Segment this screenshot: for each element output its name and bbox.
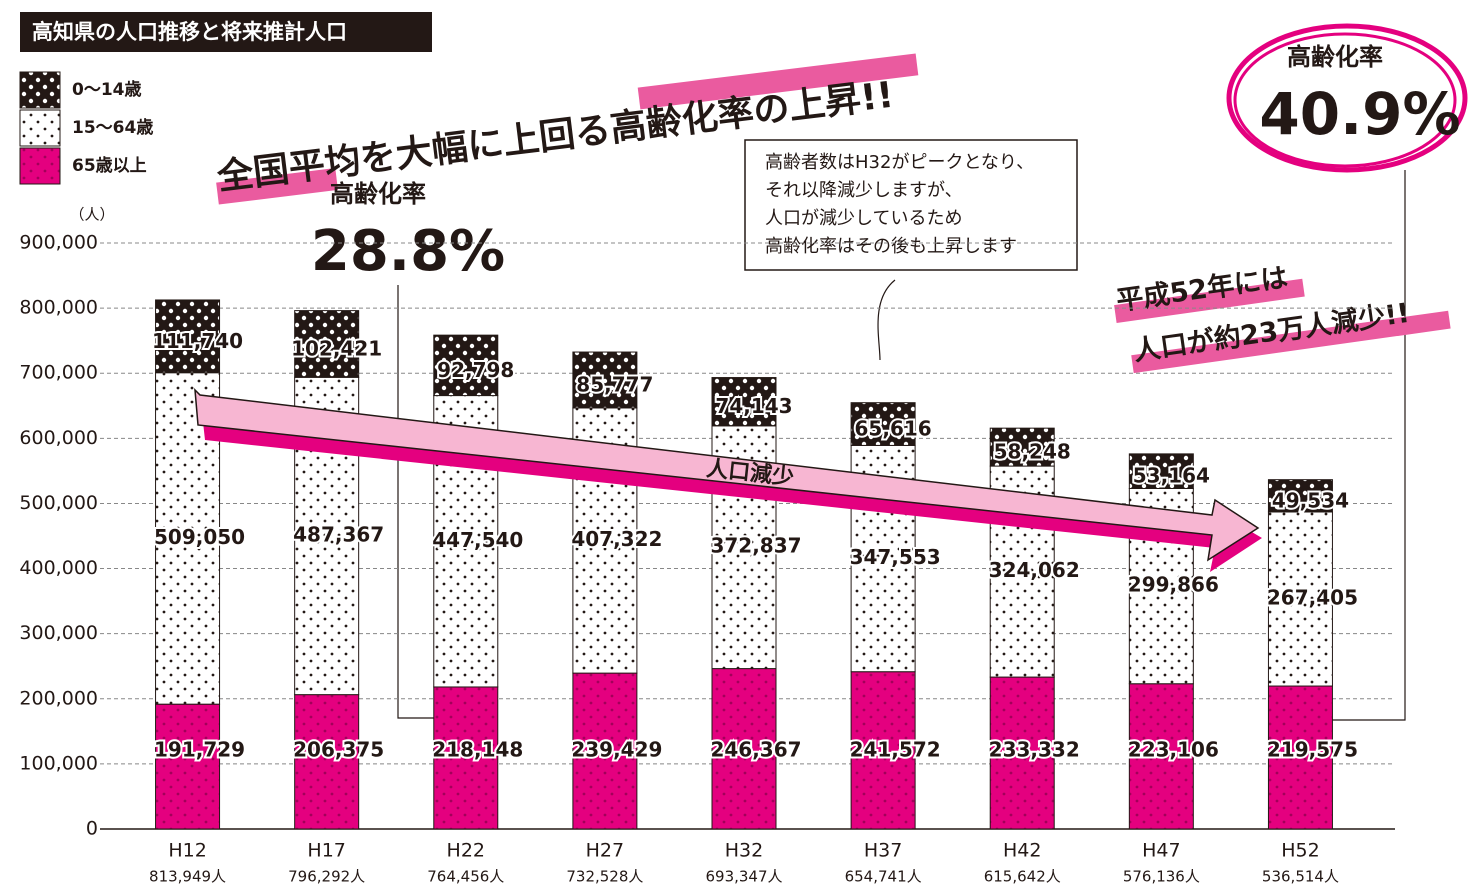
total-label: 693,347人 <box>705 868 782 886</box>
ratio-value: 28.8% <box>311 219 505 284</box>
value-label: 241,572 <box>850 737 941 761</box>
y-tick-label: 600,000 <box>19 427 98 449</box>
value-label: 233,332 <box>989 737 1080 761</box>
value-label: 206,375 <box>293 737 384 761</box>
callout-group: 平成52年には 人口が約23万人減少!! <box>1111 240 1450 375</box>
value-label: 58,248 <box>994 440 1071 464</box>
note-pointer <box>878 280 895 360</box>
note-line: 高齢者数はH32がピークとなり、 <box>765 152 1034 173</box>
value-label: 74,143 <box>715 394 792 418</box>
total-label: 732,528人 <box>566 868 643 886</box>
value-label: 191,729 <box>154 737 245 761</box>
legend-label: 65歳以上 <box>72 155 147 176</box>
y-tick-label: 700,000 <box>19 362 98 384</box>
ratio-label: 高齢化率 <box>1287 43 1383 71</box>
total-label: 576,136人 <box>1123 868 1200 886</box>
x-tick-label: H12 <box>168 840 206 862</box>
chart-title: 高知県の人口推移と将来推計人口 <box>32 20 347 44</box>
legend-swatch <box>20 110 60 146</box>
y-tick-label: 200,000 <box>19 687 98 709</box>
x-tick-label: H52 <box>1281 840 1319 862</box>
value-label: 102,421 <box>291 336 382 360</box>
value-label: 219,575 <box>1267 737 1358 761</box>
value-label: 324,062 <box>989 558 1080 582</box>
x-tick-label: H37 <box>864 840 902 862</box>
value-label: 85,777 <box>576 372 653 396</box>
y-tick-label: 500,000 <box>19 492 98 514</box>
legend-swatch <box>20 148 60 184</box>
x-tick-label: H47 <box>1142 840 1180 862</box>
x-tick-label: H27 <box>586 840 624 862</box>
total-label: 796,292人 <box>288 868 365 886</box>
ratio-label: 高齢化率 <box>330 180 426 208</box>
x-tick-label: H22 <box>447 840 485 862</box>
ratio-value: 40.9% <box>1259 80 1460 148</box>
value-label: 239,429 <box>571 737 662 761</box>
value-label: 299,866 <box>1128 573 1219 597</box>
value-label: 407,322 <box>571 527 662 551</box>
note-line: 人口が減少しているため <box>765 208 962 229</box>
x-tick-label: H42 <box>1003 840 1041 862</box>
value-label: 509,050 <box>154 525 245 549</box>
total-label: 764,456人 <box>427 868 504 886</box>
chart: 高知県の人口推移と将来推計人口 全国平均を大幅に上回る高齢化率の上昇!! 高齢化… <box>0 0 1484 893</box>
value-label: 372,837 <box>710 534 801 558</box>
y-tick-label: 300,000 <box>19 622 98 644</box>
value-label: 347,553 <box>850 545 941 569</box>
x-tick-label: H32 <box>725 840 763 862</box>
note-line: それ以降減少しますが、 <box>765 180 963 201</box>
note-line: 高齢化率はその後も上昇します <box>765 236 1017 257</box>
total-label: 615,642人 <box>984 868 1061 886</box>
value-label: 53,164 <box>1133 464 1210 488</box>
total-label: 536,514人 <box>1262 868 1339 886</box>
value-label: 223,106 <box>1128 737 1219 761</box>
y-tick-label: 800,000 <box>19 297 98 319</box>
value-label: 92,798 <box>437 358 514 382</box>
x-tick-label: H17 <box>307 840 345 862</box>
bar-segment <box>156 704 220 829</box>
legend-label: 0〜14歳 <box>72 79 142 100</box>
value-label: 49,534 <box>1272 488 1349 512</box>
value-label: 111,740 <box>152 329 243 353</box>
y-tick-label: 100,000 <box>19 752 98 774</box>
value-label: 246,367 <box>710 737 801 761</box>
value-label: 65,616 <box>855 417 932 441</box>
y-tick-label: 400,000 <box>19 557 98 579</box>
total-label: 654,741人 <box>845 868 922 886</box>
y-tick-label: 0 <box>86 818 98 840</box>
y-tick-label: 900,000 <box>19 232 98 254</box>
legend-swatch <box>20 72 60 108</box>
bar-segment <box>295 695 359 829</box>
value-label: 218,148 <box>432 737 523 761</box>
y-unit: （人） <box>69 206 114 224</box>
legend: 0〜14歳 15〜64歳 65歳以上 <box>20 72 153 184</box>
value-label: 487,367 <box>293 522 384 546</box>
value-label: 267,405 <box>1267 585 1358 609</box>
value-label: 447,540 <box>432 528 523 552</box>
legend-label: 15〜64歳 <box>72 117 153 138</box>
total-label: 813,949人 <box>149 868 226 886</box>
